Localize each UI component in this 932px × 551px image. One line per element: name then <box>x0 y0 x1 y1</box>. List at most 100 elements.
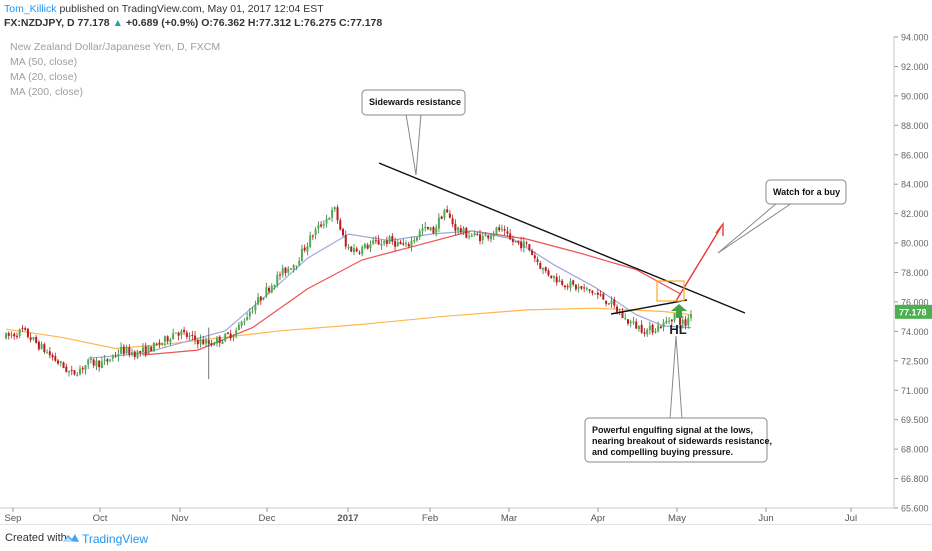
published-text: published on TradingView.com, May 01, 20… <box>59 3 324 15</box>
support-trendline <box>610 299 688 315</box>
candle-body <box>51 355 54 358</box>
ma50-line <box>142 230 681 356</box>
candle-body <box>240 321 243 326</box>
x-tick-label: Sep <box>5 513 22 524</box>
candle-body <box>128 347 131 355</box>
candle-body <box>185 332 188 337</box>
candle-body <box>479 234 482 242</box>
candle-body <box>498 227 501 231</box>
candle-body <box>588 289 591 291</box>
candle-body <box>339 220 342 230</box>
y-tick-label: 92.000 <box>901 62 929 72</box>
candle-body <box>89 358 92 361</box>
candle-body <box>13 333 16 337</box>
candle-body <box>643 332 646 334</box>
candle-body <box>451 218 454 225</box>
candle-body <box>391 236 394 242</box>
candle-body <box>7 332 10 336</box>
high-value: 77.312 <box>259 17 292 29</box>
low-label: L: <box>294 17 304 29</box>
candle-body <box>158 342 161 345</box>
candle-body <box>509 233 512 240</box>
candle-body <box>68 371 71 373</box>
price-axis[interactable]: 94.000 92.000 90.000 88.000 86.000 84.000 82.0… <box>893 33 932 514</box>
engulf-callout-box <box>584 417 768 463</box>
candle-body <box>629 321 632 324</box>
change-value: +0.689 (+0.9%) <box>125 17 199 29</box>
candle-body <box>511 239 514 242</box>
candle-body <box>690 314 692 318</box>
candle-body <box>659 326 662 329</box>
resistance-callout-box <box>361 89 466 116</box>
candle-body <box>577 286 580 289</box>
candle-body <box>402 243 405 245</box>
candle-body <box>632 321 635 323</box>
candle-body <box>547 270 550 276</box>
candle-body <box>37 341 40 350</box>
candle-body <box>388 236 391 244</box>
candle-body <box>563 285 566 288</box>
candle-body <box>24 328 27 330</box>
candle-body <box>621 312 624 318</box>
candle-body <box>405 243 408 245</box>
candle-body <box>635 321 638 329</box>
candle-body <box>18 329 21 336</box>
candle-body <box>681 319 684 325</box>
ma20-label[interactable]: MA (20, close) <box>10 71 78 83</box>
price-chart[interactable]: HL Sidewards resistance Watch for a buy Pow… <box>0 0 932 524</box>
x-tick-label: Nov <box>172 513 189 524</box>
candle-body <box>435 227 438 233</box>
candle-body <box>662 322 665 328</box>
x-tick-label: Dec <box>259 513 276 524</box>
candle-body <box>410 240 413 248</box>
candle-body <box>624 318 627 320</box>
candle-body <box>492 234 495 237</box>
candle-body <box>213 344 216 346</box>
candle-body <box>150 346 153 352</box>
candle-body <box>607 303 610 305</box>
ma50-label[interactable]: MA (50, close) <box>10 56 78 68</box>
candle-body <box>325 218 328 224</box>
candle-body <box>470 235 473 238</box>
candle-body <box>665 320 668 324</box>
candle-body <box>43 344 46 353</box>
drawings: HL Sidewards resistance Watch for a buy Pow… <box>361 89 847 463</box>
candle-body <box>317 224 320 229</box>
author-link[interactable]: Tom_Killick <box>4 3 57 15</box>
candle-body <box>40 343 43 349</box>
candle-body <box>503 229 506 231</box>
candle-body <box>103 359 106 361</box>
candle-body <box>506 231 509 234</box>
x-tick-label: Apr <box>591 513 606 524</box>
candle-body <box>259 296 262 301</box>
candle-body <box>243 321 246 323</box>
candle-body <box>476 233 479 236</box>
candles <box>5 204 692 380</box>
y-tick-label: 80.000 <box>901 239 929 249</box>
candle-body <box>177 332 180 336</box>
candle-body <box>265 287 268 297</box>
candle-body <box>235 330 238 335</box>
low-value: 76.275 <box>303 17 337 29</box>
candle-body <box>448 213 451 218</box>
candle-body <box>111 356 114 359</box>
candle-body <box>657 325 660 332</box>
candle-body <box>125 347 128 354</box>
x-tick-label: Feb <box>422 513 438 524</box>
candle-body <box>32 337 35 340</box>
candle-body <box>251 311 254 313</box>
high-label: H: <box>247 17 260 29</box>
candle-body <box>605 300 608 304</box>
buy-arrow-head <box>715 221 724 236</box>
candle-body <box>246 316 249 321</box>
candle-body <box>495 227 498 234</box>
ma200-label[interactable]: MA (200, close) <box>10 86 83 98</box>
y-tick-label: 66.800 <box>901 474 929 484</box>
candle-body <box>281 268 284 275</box>
tradingview-link[interactable]: TradingView <box>82 532 149 546</box>
candle-body <box>336 207 339 221</box>
candle-body <box>29 337 32 340</box>
time-axis[interactable]: Sep Oct Nov Dec 2017 Feb Mar Apr May Jun Jul <box>0 507 894 524</box>
candle-body <box>385 240 388 244</box>
candle-body <box>550 275 553 278</box>
